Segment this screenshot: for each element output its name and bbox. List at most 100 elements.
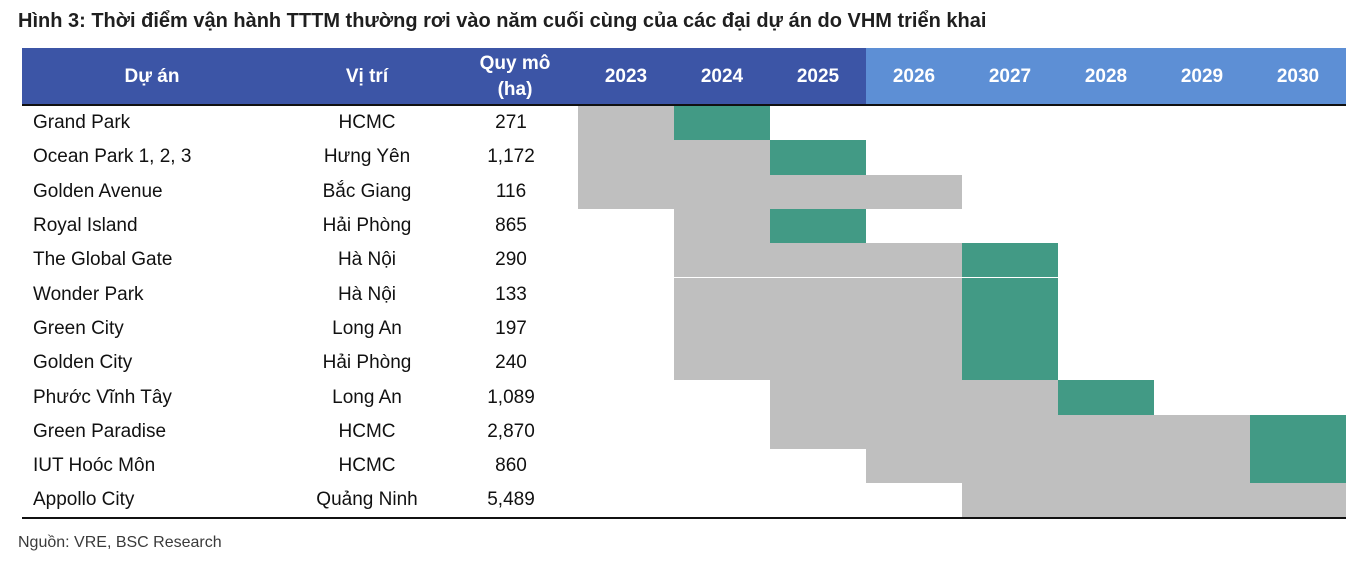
table-row: Golden Avenue Bắc Giang 116	[22, 174, 1346, 209]
operation-year-cell	[1250, 449, 1346, 484]
location-cell: Hải Phòng	[322, 352, 412, 374]
construction-year-cell	[770, 414, 866, 449]
table-row: IUT Hoóc Môn HCMC 860	[22, 449, 1346, 484]
project-name-cell: Royal Island	[33, 215, 138, 237]
construction-year-cell	[866, 243, 962, 278]
header-size-unit: (ha)	[497, 79, 533, 100]
project-name-cell: Green City	[33, 317, 124, 339]
construction-year-cell	[1154, 414, 1250, 449]
project-name-cell: Ocean Park 1, 2, 3	[33, 146, 192, 168]
project-name-cell: Green Paradise	[33, 420, 167, 442]
size-cell: 197	[495, 317, 527, 339]
project-name-cell: Grand Park	[33, 112, 131, 134]
operation-year-cell	[770, 208, 866, 244]
construction-year-cell	[1154, 483, 1250, 518]
header-year-2025: 2025	[770, 48, 866, 106]
size-cell: 2,870	[487, 420, 535, 442]
header-year-2026: 2026	[866, 48, 962, 106]
construction-year-cell	[578, 140, 674, 175]
construction-year-cell	[866, 277, 962, 312]
construction-year-cell	[866, 346, 962, 381]
construction-year-cell	[866, 449, 962, 484]
construction-year-cell	[770, 346, 866, 381]
construction-year-cell	[674, 243, 770, 278]
table-row: Appollo City Quảng Ninh 5,489	[22, 483, 1346, 518]
construction-year-cell	[770, 311, 866, 347]
project-name-cell: The Global Gate	[33, 249, 173, 271]
operation-year-cell	[962, 346, 1058, 381]
location-cell: Long An	[332, 386, 402, 408]
construction-year-cell	[1250, 483, 1346, 518]
header-year-2029: 2029	[1154, 48, 1250, 106]
size-cell: 1,089	[487, 386, 535, 408]
operation-year-cell	[962, 243, 1058, 278]
operation-year-cell	[770, 140, 866, 175]
header-location: Vị trí	[282, 48, 452, 106]
location-cell: Hà Nội	[337, 283, 397, 305]
table-row: Green Paradise HCMC 2,870	[22, 414, 1346, 449]
construction-year-cell	[674, 277, 770, 312]
construction-year-cell	[866, 380, 962, 415]
construction-year-cell	[1058, 449, 1154, 484]
header-year-2024: 2024	[674, 48, 770, 106]
size-cell: 133	[495, 283, 527, 305]
table-row: Wonder Park Hà Nội 133	[22, 277, 1346, 312]
header-divider	[22, 104, 1346, 106]
size-cell: 1,172	[487, 146, 535, 168]
construction-year-cell	[674, 208, 770, 244]
project-name-cell: Appollo City	[33, 489, 135, 511]
location-cell: Hà Nội	[337, 249, 397, 271]
header-year-2030: 2030	[1250, 48, 1346, 106]
project-name-cell: IUT Hoóc Môn	[33, 455, 156, 477]
operation-year-cell	[962, 311, 1058, 347]
construction-year-cell	[770, 174, 866, 209]
location-cell: Long An	[332, 317, 402, 339]
table-row: Ocean Park 1, 2, 3 Hưng Yên 1,172	[22, 140, 1346, 175]
operation-year-cell	[674, 106, 770, 141]
size-cell: 860	[495, 455, 527, 477]
size-cell: 5,489	[487, 489, 535, 511]
table-row: Green City Long An 197	[22, 311, 1346, 347]
location-cell: HCMC	[338, 112, 396, 134]
construction-year-cell	[866, 311, 962, 347]
table-row: Golden City Hải Phòng 240	[22, 346, 1346, 381]
table-row: Royal Island Hải Phòng 865	[22, 208, 1346, 244]
location-cell: Bắc Giang	[322, 180, 412, 202]
size-cell: 271	[495, 112, 527, 134]
construction-year-cell	[1154, 449, 1250, 484]
construction-year-cell	[962, 449, 1058, 484]
table-row: Phước Vĩnh Tây Long An 1,089	[22, 380, 1346, 415]
construction-year-cell	[866, 174, 962, 209]
table-header: Dự án Vị trí Quy mô (ha) 2023 2024 2025 …	[22, 48, 1346, 106]
project-name-cell: Wonder Park	[33, 283, 144, 305]
construction-year-cell	[962, 483, 1058, 518]
location-cell: HCMC	[338, 455, 396, 477]
operation-year-cell	[1250, 414, 1346, 449]
construction-year-cell	[770, 380, 866, 415]
header-year-2027: 2027	[962, 48, 1058, 106]
size-cell: 290	[495, 249, 527, 271]
source-note: Nguồn: VRE, BSC Research	[18, 534, 222, 551]
location-cell: Hưng Yên	[323, 146, 411, 168]
size-cell: 240	[495, 352, 527, 374]
construction-year-cell	[578, 174, 674, 209]
project-name-cell: Phước Vĩnh Tây	[33, 386, 172, 408]
project-name-cell: Golden City	[33, 352, 133, 374]
header-year-2023: 2023	[578, 48, 674, 106]
header-project: Dự án	[22, 48, 282, 106]
construction-year-cell	[962, 414, 1058, 449]
project-name-cell: Golden Avenue	[33, 180, 163, 202]
header-size: Quy mô (ha)	[452, 48, 578, 106]
table-bottom-border	[22, 517, 1346, 519]
construction-year-cell	[866, 414, 962, 449]
construction-year-cell	[578, 106, 674, 141]
location-cell: HCMC	[338, 420, 396, 442]
construction-year-cell	[770, 277, 866, 312]
construction-year-cell	[674, 311, 770, 347]
construction-year-cell	[1058, 483, 1154, 518]
construction-year-cell	[962, 380, 1058, 415]
construction-year-cell	[1058, 414, 1154, 449]
size-cell: 116	[495, 180, 527, 202]
header-year-2028: 2028	[1058, 48, 1154, 106]
operation-year-cell	[1058, 380, 1154, 415]
